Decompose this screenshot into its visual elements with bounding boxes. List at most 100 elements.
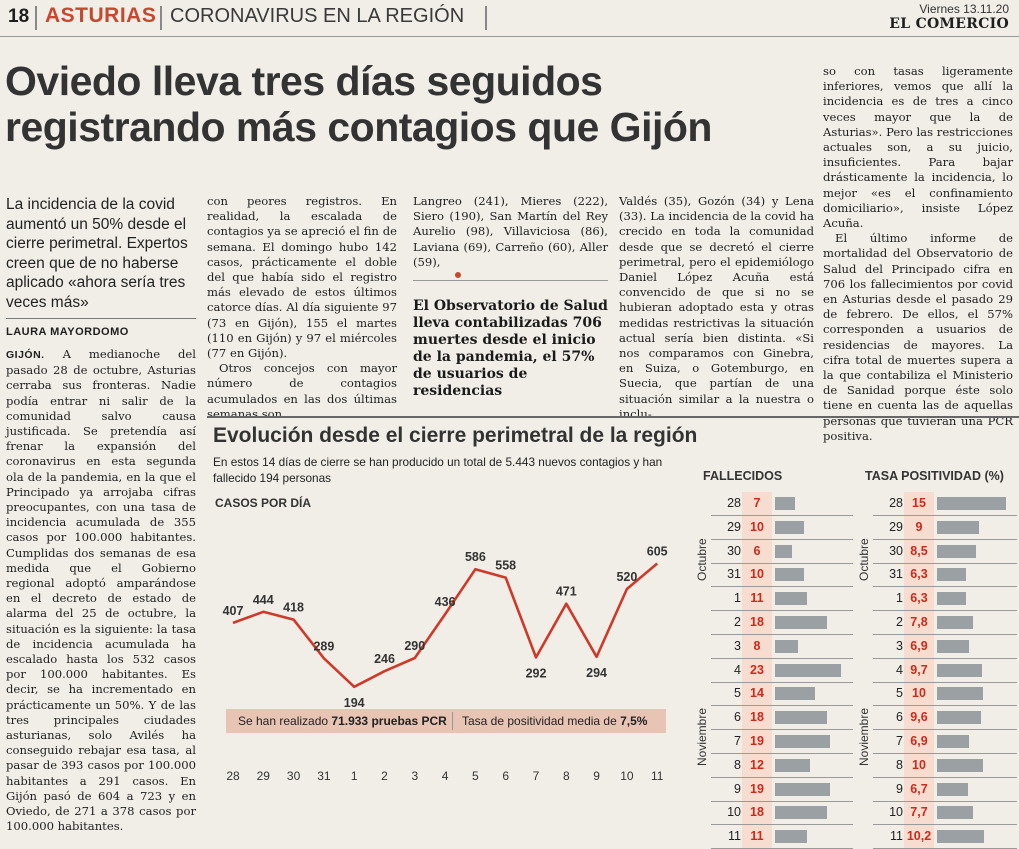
data-label: 436	[435, 595, 456, 609]
value-label: 8,5	[910, 543, 928, 558]
bar	[775, 735, 830, 748]
table-row: 28 7	[711, 492, 853, 516]
pullquote-rule	[413, 280, 608, 281]
table-row: 9 6,7	[873, 778, 1017, 802]
value-label: 10	[750, 519, 764, 534]
table-row: 6 18	[711, 706, 853, 731]
value-label: 6,3	[910, 591, 928, 606]
bar	[937, 568, 967, 582]
day-label: 11	[728, 829, 741, 844]
pcr-band	[226, 709, 666, 733]
x-tick-label: 30	[287, 769, 301, 783]
day-label: 4	[734, 662, 741, 677]
value-label: 10,2	[906, 829, 932, 844]
table-row: 1 11	[711, 587, 853, 612]
cases-chart-title: CASOS POR DÍA	[215, 496, 312, 510]
x-tick-label: 2	[381, 769, 388, 783]
day-label: 29	[889, 519, 903, 534]
day-label: 6	[896, 710, 903, 725]
table-row: 6 9,6	[873, 706, 1017, 731]
value-label: 6,9	[910, 734, 928, 748]
value-label: 10	[750, 567, 764, 582]
month-label: Octubre	[695, 538, 709, 582]
day-label: 31	[727, 567, 741, 582]
bar	[937, 639, 969, 653]
value-label: 6	[753, 543, 761, 558]
table-row: 30 6	[711, 540, 853, 564]
positivity-note: Tasa de positividad media de 7,5%	[462, 714, 647, 728]
x-tick-label: 31	[317, 769, 331, 783]
x-tick-label: 7	[533, 769, 540, 783]
bar	[937, 592, 967, 606]
value-label: 7	[753, 496, 761, 510]
bar	[937, 735, 969, 748]
bar	[937, 497, 1007, 510]
table-row: 10 18	[711, 801, 853, 826]
body-text: so con tasas ligeramente inferiores, vem…	[823, 64, 1013, 231]
data-label: 407	[223, 604, 244, 618]
data-label: 605	[647, 545, 668, 559]
bar	[937, 687, 984, 701]
body-column-5: so con tasas ligeramente inferiores, vem…	[823, 64, 1013, 444]
table-row: 30 8,5	[873, 540, 1017, 564]
value-label: 6,7	[910, 781, 928, 796]
bar	[937, 616, 974, 629]
bar	[775, 711, 827, 725]
value-label: 10	[912, 686, 926, 701]
day-label: 5	[734, 686, 741, 701]
bar	[937, 830, 985, 844]
table-row: 4 9,7	[873, 659, 1017, 683]
deck-divider	[6, 318, 196, 319]
day-label: 6	[734, 710, 741, 725]
pcr-note-text: Se han realizado	[238, 714, 332, 728]
bar	[775, 520, 804, 534]
bar	[775, 806, 827, 820]
data-label: 289	[313, 639, 334, 653]
bar	[937, 806, 973, 820]
day-label: 7	[734, 734, 741, 748]
table-row: 5 14	[711, 682, 853, 707]
day-label: 8	[896, 757, 903, 772]
table-row: 5 10	[873, 682, 1017, 707]
day-label: 3	[734, 638, 741, 653]
bar	[937, 544, 977, 558]
table-row: 1 6,3	[873, 587, 1017, 612]
data-label: 290	[404, 639, 425, 653]
table-row: 29 10	[711, 516, 853, 540]
bar	[937, 758, 984, 772]
table-row: 31 6,3	[873, 563, 1017, 588]
x-tick-label: 1	[351, 769, 358, 783]
day-label: 9	[896, 781, 903, 796]
value-label: 9,7	[910, 662, 928, 677]
bar	[775, 639, 799, 653]
value-label: 18	[750, 615, 764, 629]
value-label: 11	[750, 591, 764, 606]
subsection-label: CORONAVIRUS EN LA REGIÓN	[170, 5, 465, 27]
value-label: 18	[750, 710, 764, 725]
table-row: 7 19	[711, 730, 853, 754]
graphic-rule	[207, 416, 1019, 418]
deaths-table-title: FALLECIDOS	[703, 469, 783, 483]
value-label: 10	[912, 757, 926, 772]
bar	[775, 616, 827, 629]
article-deck: La incidencia de la covid aumentó un 50%…	[6, 196, 188, 311]
positivity-table-title: TASA POSITIVIDAD (%)	[865, 469, 1004, 483]
table-row: 10 7,7	[873, 801, 1017, 826]
value-label: 15	[912, 496, 926, 510]
value-label: 11	[750, 829, 764, 844]
bar	[775, 592, 807, 606]
x-tick-label: 5	[472, 769, 479, 783]
x-tick-label: 4	[442, 769, 449, 783]
issue-date: Viernes 13.11.20	[919, 2, 1009, 16]
data-label: 292	[526, 666, 547, 680]
section-label: ASTURIAS	[45, 4, 157, 27]
day-label: 1	[734, 591, 741, 606]
data-label: 418	[283, 601, 304, 615]
day-label: 31	[889, 567, 903, 582]
table-row: 8 12	[711, 754, 853, 778]
bar	[775, 663, 842, 677]
bar	[775, 544, 793, 558]
day-label: 29	[727, 519, 741, 534]
value-label: 19	[750, 734, 764, 748]
